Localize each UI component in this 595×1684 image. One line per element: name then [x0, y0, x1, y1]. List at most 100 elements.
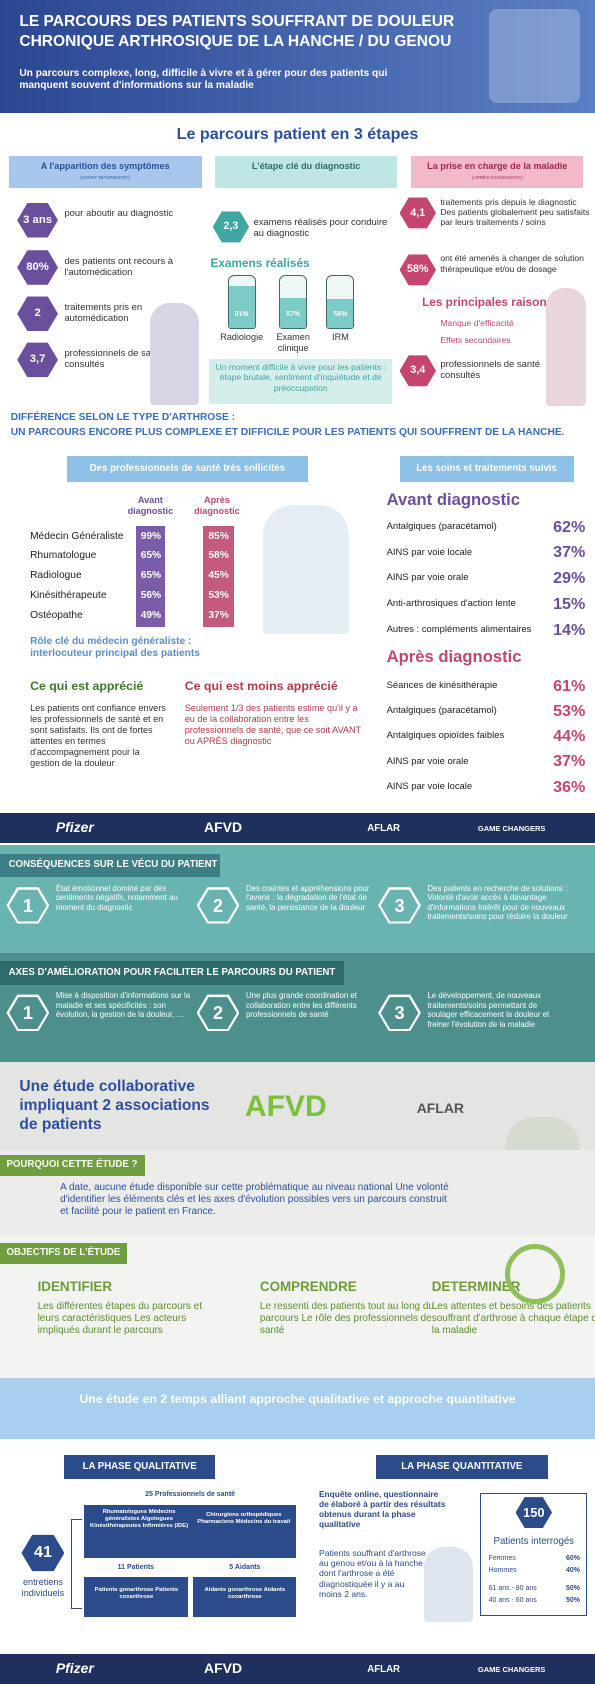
logo: AFLAR — [416, 1099, 464, 1116]
care-label: Antalgiques (paracétamol) — [386, 520, 497, 532]
section-title: CONSÉQUENCES SUR LE VÉCU DU PATIENT — [8, 859, 218, 871]
logo: Pfizer — [55, 819, 94, 836]
step-text: examens réalisés pour conduire au diagno… — [253, 216, 388, 240]
step-value: 58% — [399, 254, 437, 286]
row-label: Ostéopathe — [30, 610, 83, 622]
group-title: 25 Professionnels de santé — [145, 1490, 236, 1498]
step-value: 4,1 — [399, 197, 437, 229]
section-title: Les soins et traitements suivis — [416, 462, 557, 474]
note-box-text: Un moment difficile à vivre pour les pat… — [215, 361, 386, 393]
row-value: 56% — [140, 590, 162, 602]
care-value: 15% — [553, 595, 586, 613]
count-label: entretiens individuels — [21, 1576, 65, 1598]
section-title: Des professionnels de santé très sollici… — [89, 462, 286, 474]
section-header — [66, 456, 309, 483]
objective-text: Les attentes et besoins des patients sou… — [431, 1300, 595, 1336]
step-value: 3,4 — [399, 355, 437, 387]
row-value: 58% — [208, 550, 229, 562]
gauge — [326, 274, 355, 329]
row-value: 49% — [140, 610, 162, 622]
group-list: Rhumatologues Médecins généralistes Algo… — [89, 1508, 189, 1530]
phase-title-band — [64, 1455, 215, 1479]
item-text: Mise à disposition d'informations sur la… — [55, 991, 191, 1020]
row-label: Médecin Généraliste — [30, 530, 124, 542]
col-bar — [202, 526, 235, 628]
header-title: LE PARCOURS DES PATIENTS SOUFFRANT DE DO… — [19, 12, 455, 30]
count: 41 — [21, 1534, 65, 1572]
care-value: 29% — [553, 569, 586, 588]
objective-text: Le ressenti des patients tout au long du… — [259, 1300, 434, 1336]
section-title-band — [0, 961, 344, 985]
less-text: Seulement 1/3 des patients estime qu'il … — [184, 703, 361, 747]
care-value: 53% — [553, 701, 586, 720]
quant-value: 60% — [566, 1555, 580, 1563]
study-title: Une étude collaborative impliquant 2 ass… — [19, 1078, 210, 1133]
care-value: 36% — [553, 777, 586, 796]
note-box — [209, 358, 392, 404]
role: Rôle clé du médecin généraliste : interl… — [30, 635, 200, 660]
phase-title-band — [375, 1455, 548, 1479]
reason: Effets secondaires — [440, 335, 511, 346]
exams-title: Examens réalisés — [210, 255, 310, 270]
gauge — [279, 274, 308, 329]
row-label: Rhumatologue — [30, 550, 97, 562]
section-title: OBJECTIFS DE L'ÉTUDE — [6, 1246, 121, 1258]
step-title: L'étape clé du diagnostic — [251, 161, 361, 172]
doctors-illustration — [263, 504, 350, 634]
logo: AFLAR — [367, 1663, 401, 1675]
row-label: Radiologue — [30, 570, 82, 582]
two-steps-band — [0, 1377, 595, 1440]
step-value: 3,7 — [17, 342, 58, 378]
item-text: État émotionnel dominé par des sentiment… — [55, 883, 178, 912]
step-value: 80% — [17, 250, 58, 285]
step-text: pour aboutir au diagnostic — [64, 208, 174, 220]
appreciated-title: Ce qui est apprécié — [30, 678, 144, 693]
quant-label: Hommes — [488, 1566, 517, 1574]
care-label: AINS par voie locale — [386, 546, 473, 558]
care-label: Autres : compléments alimentaires — [386, 623, 532, 635]
two-steps-title: Une étude en 2 temps alliant approche qu… — [79, 1391, 516, 1406]
gauge-fill — [327, 298, 354, 328]
logo: AFVD — [204, 1660, 243, 1677]
count: 150 — [515, 1497, 553, 1528]
why-text: A date, aucune étude disponible sur cett… — [60, 1182, 449, 1218]
gauge-fill — [280, 298, 307, 328]
row-value: 65% — [140, 550, 162, 562]
step-text: professionnels de santé consultés — [64, 347, 165, 371]
gauge-fill — [228, 285, 255, 328]
patient-illustration — [150, 302, 199, 405]
group-list: Chirurgiens orthopédiques Pharmaciens Mé… — [197, 1512, 291, 1526]
group-box — [83, 1504, 297, 1559]
care-value: 14% — [553, 620, 586, 639]
magnifier-illustration — [504, 1243, 565, 1304]
objective-title: DETERMINER — [431, 1279, 521, 1295]
quant-value: 50% — [566, 1585, 580, 1593]
step-value: 3 ans — [17, 203, 58, 238]
care-value: 62% — [553, 517, 586, 536]
quant-text: Enquête online, questionnaire de élaboré… — [318, 1488, 446, 1529]
objective-text: Les différentes étapes du parcours et le… — [37, 1300, 202, 1336]
step-text: ont été amenés à changer de solution thé… — [440, 253, 584, 274]
gauge-label: 56% — [333, 311, 348, 319]
phase-title: LA PHASE QUANTITATIVE — [401, 1460, 523, 1472]
logo: AFVD — [204, 819, 243, 836]
step-title: La prise en charge de la maladie — [427, 161, 568, 172]
step-text: des patients ont recours à l'automédicat… — [64, 255, 174, 278]
group-list: Aidants gonarthrose Aidants coxarthrose — [204, 1587, 286, 1601]
objective-title: IDENTIFIER — [37, 1279, 113, 1295]
row-value: 53% — [208, 590, 229, 602]
row-value: 65% — [140, 570, 162, 582]
care-label: AINS par voie orale — [386, 755, 469, 767]
logo-bar — [0, 813, 595, 844]
care-label: Antalgiques opioïdes faibles — [386, 730, 505, 742]
number: 3 — [380, 997, 419, 1029]
gauge-label: 57% — [286, 311, 301, 319]
quant-label: 40 ans - 60 ans — [488, 1597, 537, 1605]
step-text: traitements pris depuis le diagnostic De… — [440, 196, 590, 228]
logo: AFLAR — [367, 822, 401, 834]
logo: AFVD — [244, 1090, 327, 1124]
care-subtitle: Après diagnostic — [386, 646, 522, 666]
quant-value: 40% — [566, 1566, 580, 1574]
objective-title: COMPRENDRE — [259, 1279, 357, 1295]
bracket — [70, 1518, 82, 1609]
